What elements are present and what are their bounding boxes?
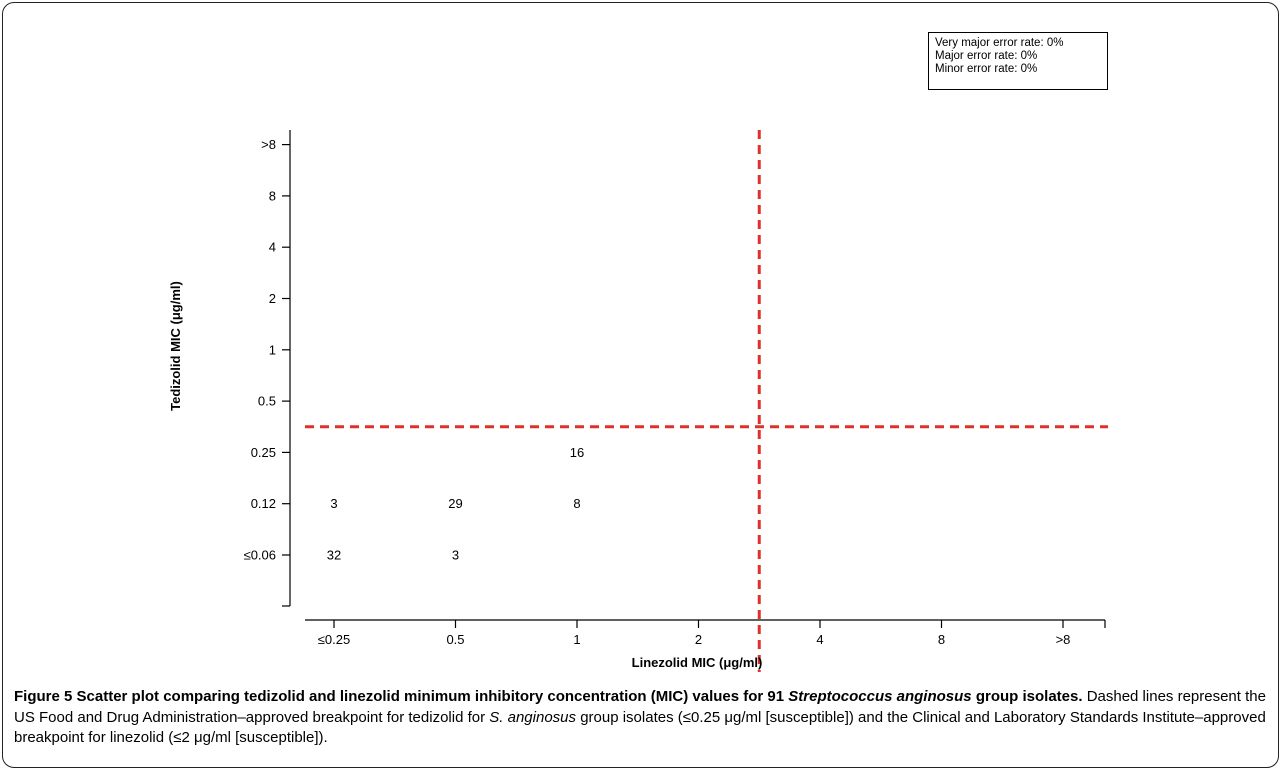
minor-error-rate: Minor error rate: 0% — [935, 63, 1038, 75]
axes — [282, 130, 1106, 628]
major-error-rate: Major error rate: 0% — [935, 50, 1038, 62]
scatter-chart: ≤0.25 0.5 1 2 4 8 >8 ≤0.06 0.12 0.25 0.5 1 2 4 8 >8 3 29… — [168, 130, 1108, 672]
data-point-count: 3 — [452, 548, 459, 563]
x-axis-label: Linezolid MIC (μg/ml) — [632, 655, 763, 670]
x-tick-label: 4 — [816, 632, 823, 647]
caption-text-part1: Dashed lines represent the US Food and D… — [14, 688, 1266, 726]
data-point-count: 32 — [327, 548, 341, 563]
y-tick-label: 2 — [269, 291, 276, 306]
y-tick-label: 0.5 — [258, 394, 276, 409]
y-tick-label: 4 — [269, 240, 276, 255]
caption-title-organism: Streptococcus anginosus — [788, 688, 972, 705]
figure-caption: Figure 5 Scatter plot comparing tedizoli… — [14, 687, 1274, 749]
y-tick-label: 8 — [269, 188, 276, 203]
data-point-count: 3 — [330, 496, 337, 511]
y-axis-label: Tedizolid MIC (μg/ml) — [168, 281, 183, 411]
tick-group: ≤0.25 0.5 1 2 4 8 >8 ≤0.06 0.12 0.25 0.5 1 2 4 8 >8 — [244, 137, 1071, 647]
caption-title-part2: group isolates. — [975, 688, 1083, 705]
caption-text-organism: S. anginosus — [489, 708, 577, 726]
very-major-error-rate: Very major error rate: 0% — [935, 37, 1064, 49]
y-tick-label: 0.12 — [251, 496, 276, 511]
data-labels: 3 29 8 16 32 3 — [327, 445, 584, 563]
x-tick-label: ≤0.25 — [318, 632, 350, 647]
error-rate-box: Very major error rate: 0% Major error ra… — [928, 32, 1108, 90]
x-tick-label: 2 — [695, 632, 702, 647]
breakpoint-lines — [305, 130, 1108, 672]
y-tick-label: ≤0.06 — [244, 548, 276, 563]
caption-text-part2: group isolates (≤0.25 μg/ml [susceptible… — [14, 708, 1266, 747]
y-tick-label: >8 — [261, 137, 276, 152]
y-tick-label: 1 — [269, 342, 276, 357]
x-tick-label: >8 — [1056, 632, 1071, 647]
caption-title-part1: Scatter plot comparing tedizolid and lin… — [76, 688, 785, 705]
data-point-count: 16 — [570, 445, 584, 460]
x-tick-label: 1 — [573, 632, 580, 647]
x-tick-label: 8 — [938, 632, 945, 647]
x-tick-label: 0.5 — [446, 632, 464, 647]
data-point-count: 8 — [573, 496, 580, 511]
y-tick-label: 0.25 — [251, 445, 276, 460]
data-point-count: 29 — [448, 496, 462, 511]
figure-label: Figure 5 — [14, 688, 73, 705]
